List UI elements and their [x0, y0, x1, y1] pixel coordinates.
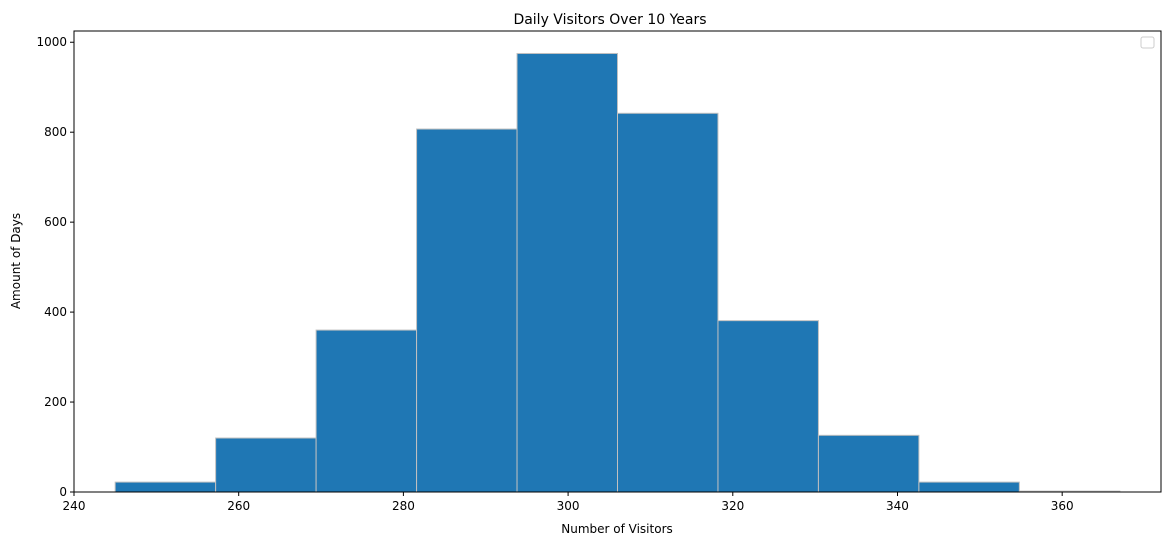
histogram-bar-2 [215, 437, 317, 493]
histogram-bar-9 [918, 481, 1020, 493]
x-axis-label: Number of Visitors [561, 522, 673, 536]
y-tick-label: 1000 [36, 35, 67, 49]
y-tick-label: 200 [44, 395, 67, 409]
y-tick-label: 800 [44, 125, 67, 139]
x-tick-label: 340 [886, 499, 909, 513]
y-axis-ticks: 0 200 400 600 800 1000 [36, 35, 74, 499]
x-tick-label: 320 [721, 499, 744, 513]
x-tick-label: 240 [63, 499, 86, 513]
x-tick-label: 360 [1051, 499, 1074, 513]
legend-box [1140, 36, 1155, 49]
histogram-bar-3 [315, 329, 418, 493]
histogram-bar-5 [516, 52, 618, 493]
bars-group [114, 52, 1121, 493]
histogram-bar-6 [617, 112, 719, 493]
y-tick-label: 400 [44, 305, 67, 319]
chart-title: Daily Visitors Over 10 Years [513, 12, 706, 28]
x-tick-label: 300 [557, 499, 580, 513]
histogram-bar-1 [114, 481, 217, 493]
histogram-bar-8 [817, 434, 920, 493]
histogram-bar-4 [416, 128, 518, 493]
x-tick-label: 280 [392, 499, 415, 513]
x-axis-ticks: 240 260 280 300 320 340 360 [63, 492, 1074, 513]
y-tick-label: 0 [59, 485, 67, 499]
plot-frame [73, 30, 1162, 493]
x-tick-label: 260 [227, 499, 250, 513]
y-axis-label: Amount of Days [9, 213, 23, 309]
histogram-bar-7 [717, 320, 819, 493]
y-tick-label: 600 [44, 215, 67, 229]
